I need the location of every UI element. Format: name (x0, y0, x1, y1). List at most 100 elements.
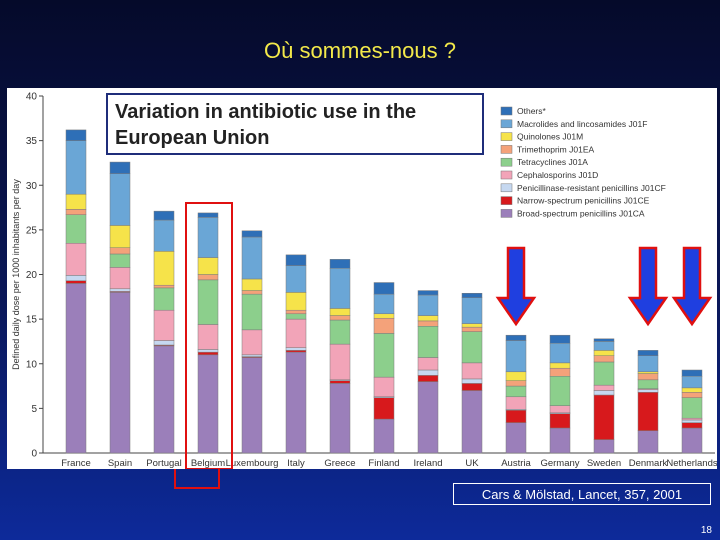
bar-segment (65, 129, 87, 141)
bar-segment (285, 254, 307, 266)
bar-segment (373, 293, 395, 315)
bar-segment (241, 278, 263, 291)
bar-segment (65, 209, 87, 215)
bar-segment (153, 219, 175, 252)
legend-entry: Quinolones J01M (517, 132, 583, 142)
bar-segment (417, 315, 439, 322)
bar-segment (153, 251, 175, 286)
y-tick-label: 5 (31, 404, 37, 415)
bar-segment (549, 427, 571, 454)
y-axis-label: Defined daily dose per 1000 inhabitants … (11, 179, 21, 370)
bar-segment (329, 380, 351, 384)
legend-entry: Trimethoprim J01EA (517, 144, 594, 154)
bar-stack-sweden (593, 338, 615, 454)
bar-stack-italy (285, 254, 307, 454)
bar-segment (285, 265, 307, 293)
bar-segment (329, 383, 351, 454)
bar-segment (241, 290, 263, 295)
x-tick-label: Spain (108, 458, 132, 469)
bar-segment (197, 354, 219, 454)
bar-segment (593, 355, 615, 363)
bar-segment (637, 430, 659, 454)
bar-stack-finland (373, 282, 395, 454)
bar-segment (681, 397, 703, 419)
bar-segment (417, 294, 439, 316)
y-tick-label: 15 (26, 315, 38, 326)
bar-segment (461, 378, 483, 384)
bar-segment (65, 275, 87, 281)
bar-segment (329, 315, 351, 321)
chart-title-line1: Variation in antibiotic use in the (115, 101, 416, 123)
x-tick-label: Finland (368, 458, 399, 469)
y-tick-label: 35 (26, 136, 38, 147)
y-tick-label: 0 (31, 449, 37, 460)
bar-segment (505, 396, 527, 410)
legend-swatch (500, 209, 513, 218)
bar-segment (65, 243, 87, 276)
bar-segment (505, 422, 527, 454)
bar-stack-germany (549, 334, 571, 454)
bar-segment (373, 282, 395, 295)
y-tick-label: 10 (26, 359, 38, 370)
legend-entry: Macrolides and lincosamides J01F (517, 119, 647, 129)
bar-segment (109, 173, 131, 226)
legend-entry: Narrow-spectrum penicillins J01CE (517, 196, 650, 206)
bar-segment (461, 390, 483, 454)
bar-segment (461, 297, 483, 324)
bar-segment (285, 347, 307, 351)
bar-stack-spain (109, 161, 131, 454)
slide-title: Où sommes-nous ? (264, 38, 456, 63)
x-tick-label: France (61, 458, 91, 469)
bar-segment (593, 384, 615, 391)
x-tick-label: UK (465, 458, 479, 469)
bar-stack-austria (505, 334, 527, 454)
arrow-austria (495, 246, 537, 327)
bar-segment (681, 419, 703, 423)
chart-title-box (106, 93, 484, 155)
arrow-denmark (627, 246, 669, 327)
legend-swatch (500, 132, 513, 141)
bar-stack-belgium (197, 212, 219, 454)
legend-swatch (500, 196, 513, 205)
bar-segment (109, 225, 131, 248)
x-tick-label: Belgium (191, 458, 225, 469)
bar-stack-uk (461, 292, 483, 454)
bar-segment (153, 284, 175, 289)
bar-segment (549, 362, 571, 369)
bar-segment (549, 342, 571, 364)
bar-segment (461, 331, 483, 364)
bar-segment (153, 210, 175, 221)
bar-segment (681, 427, 703, 454)
bar-stack-denmark (637, 350, 659, 454)
bar-segment (681, 392, 703, 398)
x-tick-label: Netherlands (666, 458, 717, 469)
antibiotic-use-chart: Defined daily dose per 1000 inhabitants … (11, 92, 717, 469)
legend-swatch (500, 157, 513, 167)
bar-segment (109, 288, 131, 292)
y-tick-label: 30 (26, 181, 38, 192)
bar-segment (65, 280, 87, 284)
bar-segment (637, 373, 659, 381)
chart-title-line2: European Union (115, 127, 269, 149)
legend-swatch (500, 106, 513, 116)
bar-segment (285, 350, 307, 353)
bar-segment (505, 340, 527, 373)
bar-segment (549, 334, 571, 344)
bar-segment (109, 267, 131, 290)
bar-segment (637, 371, 659, 374)
y-tick-label: 25 (26, 225, 38, 236)
bar-segment (637, 389, 659, 393)
bar-segment (109, 247, 131, 255)
bar-segment (109, 161, 131, 174)
bar-segment (241, 357, 263, 454)
bar-segment (373, 317, 395, 334)
bar-segment (505, 409, 527, 423)
bar-segment (285, 351, 307, 454)
bar-segment (285, 292, 307, 311)
x-tick-label: Portugal (146, 458, 181, 469)
bar-segment (197, 212, 219, 218)
bar-segment (373, 333, 395, 378)
bar-segment (373, 313, 395, 319)
bar-segment (637, 392, 659, 431)
bar-segment (681, 417, 703, 421)
